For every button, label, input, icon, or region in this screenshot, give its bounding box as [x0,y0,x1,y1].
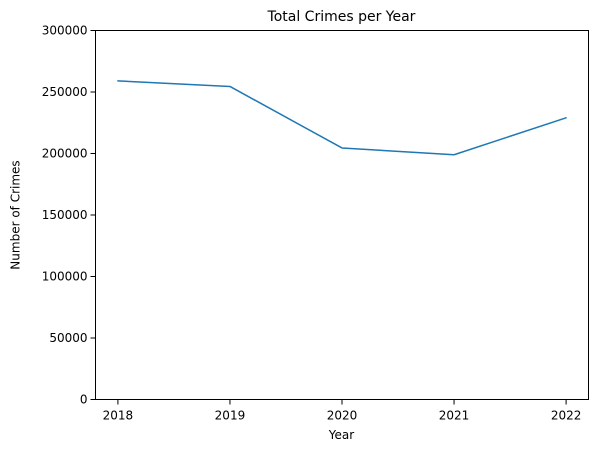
x-tick-label: 2020 [327,409,358,423]
x-tick-label: 2021 [439,409,470,423]
y-tick-label: 300000 [42,24,88,38]
y-tick-label: 150000 [42,208,88,222]
y-tick-label: 50000 [49,331,87,345]
x-tick-label: 2019 [215,409,246,423]
series-line [117,80,567,156]
plot-area [95,30,589,400]
x-axis: 2018 2019 2020 2021 2022 [103,399,582,423]
x-tick-label: 2022 [551,409,582,423]
series-layer [117,80,567,156]
plot-frame [95,30,589,400]
y-tick-label: 250000 [42,85,88,99]
y-axis: 0 50000 100000 150000 200000 250000 300000 [42,24,96,407]
x-axis-label: Year [328,428,354,442]
y-tick-label: 200000 [42,147,88,161]
y-axis-label: Number of Crimes [9,160,23,269]
x-tick-label: 2018 [103,409,134,423]
y-tick-label: 0 [80,393,88,407]
chart-title: Total Crimes per Year [267,9,416,25]
y-tick-label: 100000 [42,270,88,284]
